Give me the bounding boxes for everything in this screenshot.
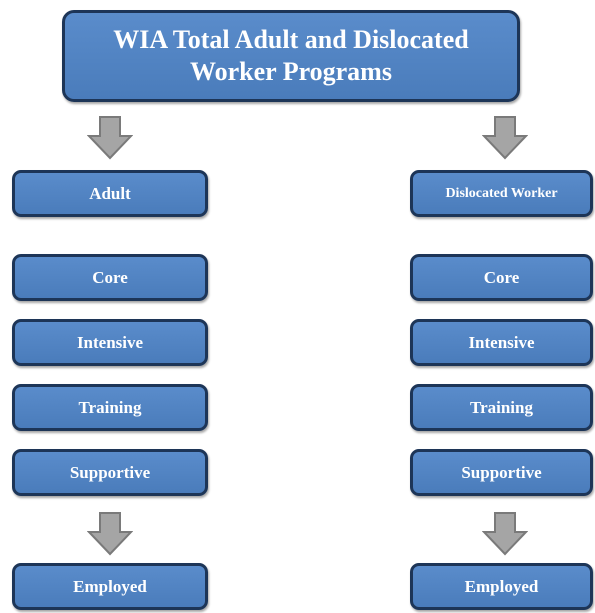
outcome-box: Employed <box>410 563 593 610</box>
step-box: Core <box>12 254 208 301</box>
step-box: Supportive <box>12 449 208 496</box>
step-box: Intensive <box>410 319 593 366</box>
step-box: Supportive <box>410 449 593 496</box>
header-box: Dislocated Worker <box>410 170 593 217</box>
down-arrow <box>87 512 133 556</box>
header-box: Adult <box>12 170 208 217</box>
down-arrow <box>87 116 133 160</box>
title-box: WIA Total Adult and Dislocated Worker Pr… <box>62 10 520 102</box>
outcome-box: Employed <box>12 563 208 610</box>
step-box: Training <box>410 384 593 431</box>
step-box: Intensive <box>12 319 208 366</box>
down-arrow <box>482 512 528 556</box>
down-arrow <box>482 116 528 160</box>
step-box: Training <box>12 384 208 431</box>
step-box: Core <box>410 254 593 301</box>
